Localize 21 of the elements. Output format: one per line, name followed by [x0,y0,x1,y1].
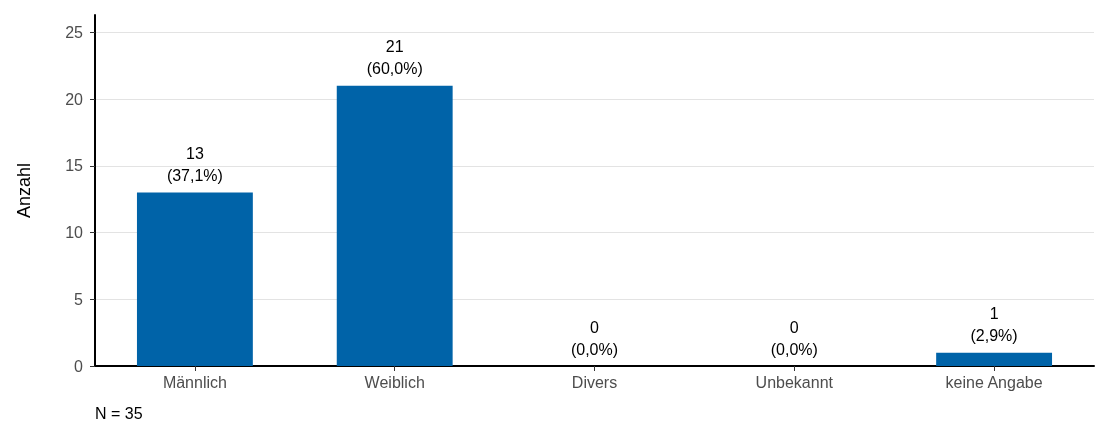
y-tick-label: 10 [65,224,84,242]
bar [336,85,453,366]
x-tick-label: Unbekannt [755,373,834,391]
data-label: 1 (2,9%) [970,305,1018,345]
x-tick-label: keine Angabe [945,373,1043,391]
bar [136,192,253,366]
y-tick-label: 15 [65,157,84,175]
data-label: 0 (0,0%) [570,318,619,358]
data-label: 21 (60,0%) [366,38,423,78]
data-label: 0 (0,0%) [770,318,818,358]
x-tick-label: Divers [571,373,618,391]
y-tick-label: 5 [74,290,84,308]
bar [936,352,1053,366]
y-tick-label: 20 [65,90,84,108]
y-tick-label: 0 [74,357,84,375]
text: N = 35 [95,404,143,422]
y-tick-label: 25 [65,23,84,41]
data-label: 13 (37,1%) [166,145,223,184]
y-axis-title: Anzahl [14,162,34,219]
x-tick-label: Weiblich [364,373,425,391]
x-tick-label: Männlich [162,373,227,391]
